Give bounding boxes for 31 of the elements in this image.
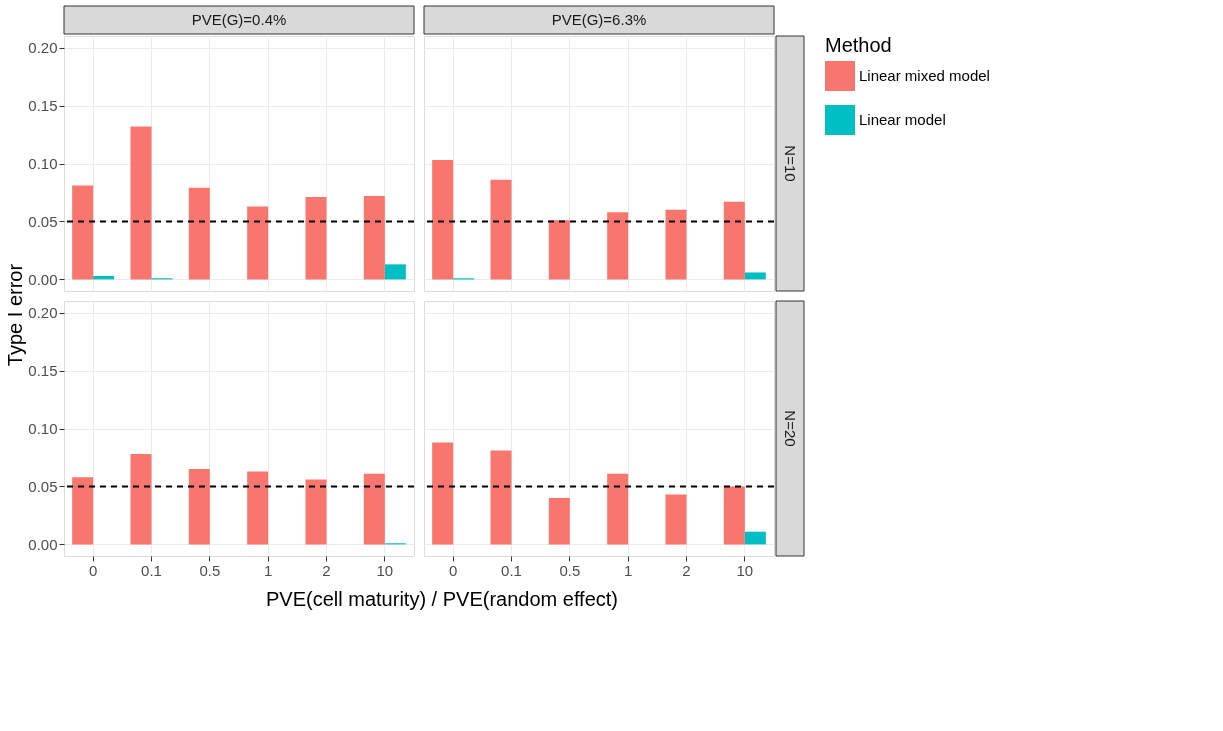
y-tick-label: 0.15 (28, 97, 58, 115)
y-tick-label: 0.00 (28, 535, 58, 553)
x-tick-label: 2 (682, 561, 691, 579)
y-tick-label: 0.05 (28, 477, 58, 495)
y-tick-label: 0.00 (28, 270, 58, 288)
y2-axis-title: N=10 (782, 145, 799, 182)
x-tick-label: 1 (263, 561, 273, 579)
x-tick-label: 1 (623, 561, 633, 579)
x-tick-label: 0.1 (141, 561, 162, 579)
legend-label: Linear model (859, 111, 946, 128)
chart-title: PVE(G)=0.4% (191, 11, 287, 28)
y-axis-title: Type I error (4, 263, 26, 367)
x-tick-label: 10 (736, 561, 754, 579)
x-tick-label: 0 (88, 561, 98, 579)
x-tick-label: 2 (322, 561, 331, 579)
x-tick-label: 0.5 (199, 561, 221, 579)
x-tick-label: 10 (376, 561, 394, 579)
y-tick-label: 0.20 (28, 39, 58, 57)
y-tick-label: 0.10 (28, 420, 58, 437)
y-tick-label: 0.05 (28, 212, 58, 230)
x-tick-label: 0.5 (559, 561, 581, 579)
x-tick-label: 0.1 (501, 561, 522, 579)
x-tick-label: 0 (448, 561, 458, 579)
y-tick-label: 0.15 (28, 362, 58, 380)
chart-title: PVE(G)=6.3% (551, 11, 647, 28)
legend-label: Linear mixed model (859, 67, 990, 84)
y2-axis-title: N=20 (782, 410, 799, 447)
y-tick-label: 0.10 (28, 155, 58, 172)
x-axis-title: PVE(cell maturity) / PVE(random effect) (266, 588, 618, 610)
legend-title: Method (825, 34, 892, 56)
y-tick-label: 0.20 (28, 304, 58, 322)
